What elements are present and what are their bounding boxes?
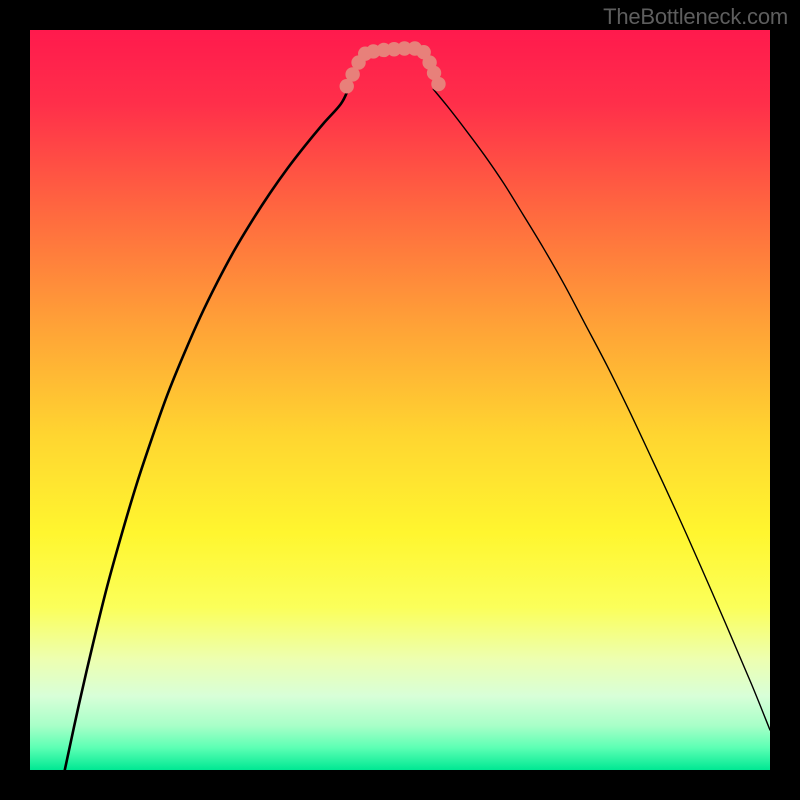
gradient-background bbox=[30, 30, 770, 770]
chart-outer: TheBottleneck.com bbox=[0, 0, 800, 800]
plot-area bbox=[30, 30, 770, 770]
accent-dot bbox=[431, 77, 445, 91]
watermark-text: TheBottleneck.com bbox=[603, 4, 788, 30]
plot-svg bbox=[30, 30, 770, 770]
